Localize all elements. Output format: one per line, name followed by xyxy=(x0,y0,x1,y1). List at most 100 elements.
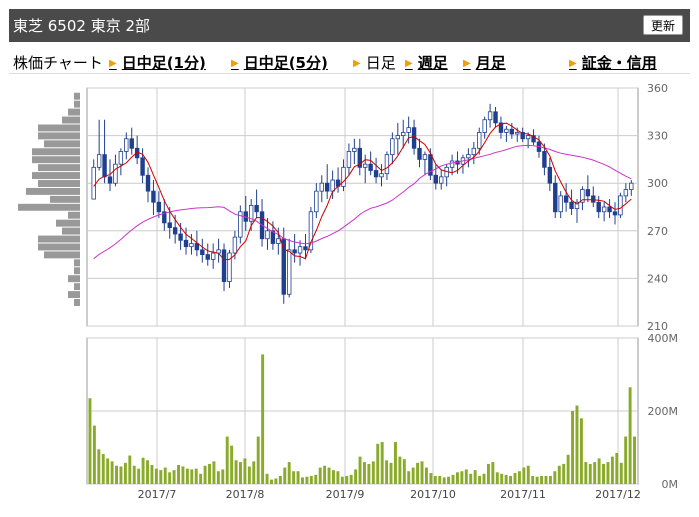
candle xyxy=(629,182,634,190)
volume-tick-label: 0M xyxy=(662,478,679,491)
candle xyxy=(330,179,335,192)
volume-bar xyxy=(168,472,172,484)
volume-bar xyxy=(602,463,606,484)
volume-bar xyxy=(265,473,269,484)
candle xyxy=(205,254,210,260)
date-tick-label: 2017/11 xyxy=(500,488,546,501)
volume-bar xyxy=(119,466,123,484)
volume-profile-bar xyxy=(68,291,80,299)
volume-bar xyxy=(615,452,619,484)
candle xyxy=(200,249,205,255)
volume-bar xyxy=(544,475,548,484)
candle xyxy=(346,151,352,168)
volume-bar xyxy=(398,456,402,484)
candle xyxy=(428,154,433,176)
volume-bar xyxy=(424,467,428,484)
volume-profile-bar xyxy=(62,227,80,235)
candle xyxy=(140,157,145,176)
candle xyxy=(102,154,107,178)
candle xyxy=(129,138,134,149)
volume-bar xyxy=(571,411,575,484)
refresh-button[interactable]: 更新 xyxy=(643,15,683,35)
volume-bar xyxy=(416,462,420,484)
volume-profile-bar xyxy=(68,275,80,283)
volume-bar xyxy=(451,474,455,484)
volume-bar xyxy=(203,465,207,484)
price-tick-label: 240 xyxy=(647,272,668,285)
candle xyxy=(238,211,243,238)
volume-bar xyxy=(513,473,517,484)
candle xyxy=(601,206,607,213)
candle xyxy=(357,147,362,168)
volume-bar xyxy=(624,436,628,484)
nav-intraday-5min[interactable]: ▶ 日中足(5分) xyxy=(231,52,328,73)
volume-bar xyxy=(270,479,273,484)
candle xyxy=(487,111,493,121)
candle xyxy=(477,132,482,149)
moving-average-short xyxy=(93,122,632,261)
volume-bar xyxy=(447,476,451,484)
volume-bar xyxy=(358,456,362,484)
volume-profile-bar xyxy=(38,164,80,172)
candle xyxy=(292,249,297,254)
nav-daily-label: 日足 xyxy=(365,54,396,72)
nav-weekly[interactable]: ▶ 週足 xyxy=(405,52,448,73)
volume-bar xyxy=(252,461,256,484)
volume-bar xyxy=(92,425,96,484)
volume-bar xyxy=(469,473,473,484)
volume-bar xyxy=(482,473,486,484)
volume-bar xyxy=(553,471,557,484)
candle xyxy=(439,176,444,184)
nav-intraday-1min-label: 日中足(1分) xyxy=(121,54,206,72)
volume-bar xyxy=(557,465,561,484)
candle xyxy=(471,147,477,156)
candle xyxy=(525,135,531,140)
arrow-right-icon: ▶ xyxy=(569,58,577,69)
volume-bar xyxy=(221,469,225,484)
volume-bar xyxy=(292,471,296,484)
volume-bar xyxy=(239,462,242,484)
candle xyxy=(227,252,232,282)
volume-bar xyxy=(367,463,371,484)
candle xyxy=(585,189,591,197)
volume-profile-bar xyxy=(74,100,80,108)
candle xyxy=(183,239,189,248)
candle xyxy=(113,163,118,184)
candle xyxy=(91,166,96,200)
volume-bar xyxy=(455,472,459,484)
candle xyxy=(547,166,553,184)
candle xyxy=(189,243,194,248)
volume-bar xyxy=(535,476,539,484)
nav-monthly[interactable]: ▶ 月足 xyxy=(463,52,506,73)
candle xyxy=(232,236,238,254)
nav-intraday-1min[interactable]: ▶ 日中足(1分) xyxy=(109,52,206,73)
volume-profile-bar xyxy=(38,132,80,140)
volume-bar xyxy=(380,442,384,484)
volume-profile-bar xyxy=(38,180,80,187)
candle xyxy=(178,233,183,241)
volume-bar xyxy=(340,476,344,484)
volume-bar xyxy=(146,460,149,484)
price-tick-label: 270 xyxy=(647,225,668,238)
candle xyxy=(417,147,422,160)
arrow-right-icon: ▶ xyxy=(109,58,117,69)
volume-bar xyxy=(491,462,495,484)
arrow-right-icon: ▶ xyxy=(231,58,239,69)
candle xyxy=(563,195,569,203)
volume-bar xyxy=(385,460,389,484)
volume-bar xyxy=(123,462,127,484)
volume-bar xyxy=(243,458,247,484)
candle xyxy=(254,205,259,213)
volume-profile-bar xyxy=(74,283,80,291)
candle xyxy=(395,135,400,140)
volume-bar xyxy=(101,454,105,484)
volume-bar xyxy=(256,436,260,484)
candle xyxy=(569,201,574,209)
volume-bar xyxy=(500,473,504,484)
nav-margin-credit[interactable]: ▶ 証金・信用 xyxy=(569,52,657,73)
candle xyxy=(107,176,113,184)
candle xyxy=(509,128,515,135)
volume-bar xyxy=(115,465,118,484)
volume-bar xyxy=(278,475,282,484)
volume-bar xyxy=(433,475,437,484)
